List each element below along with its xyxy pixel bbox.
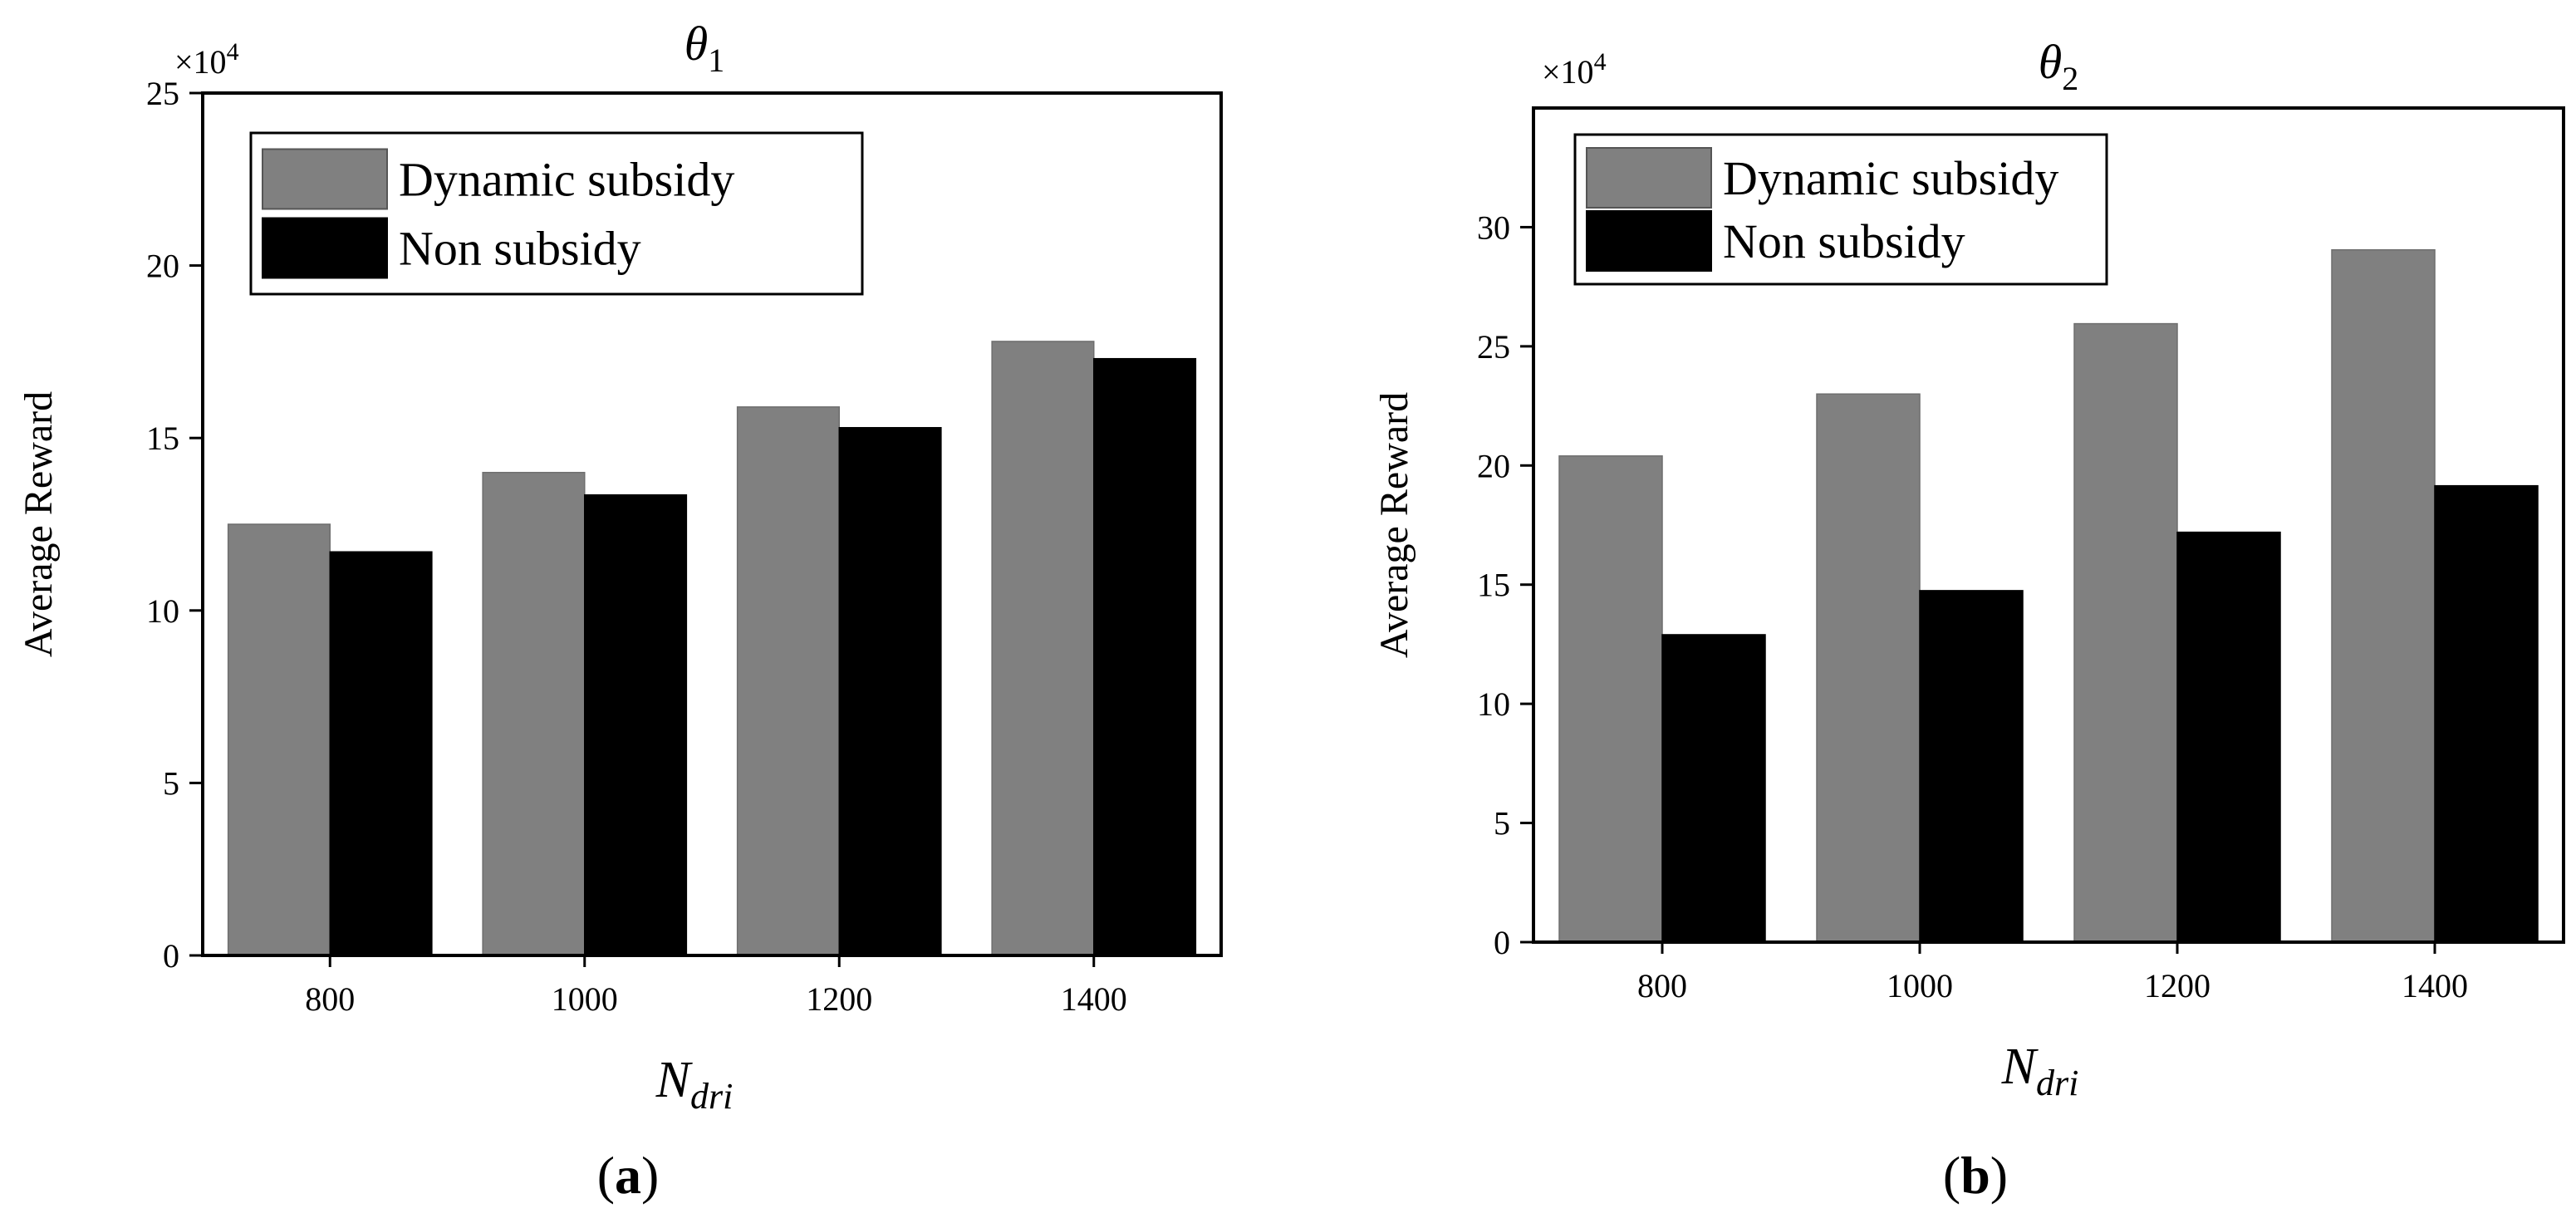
y-tick-label: 0 (1494, 924, 1510, 961)
chart-title-a: θ1 (684, 17, 725, 79)
y-ticks-a: 0 5 10 15 20 25 (146, 75, 203, 975)
bar-non-800 (1661, 634, 1766, 943)
bar-non-1000 (1919, 590, 2024, 943)
y-tick-label: 10 (146, 592, 179, 630)
y-tick-label: 25 (146, 75, 179, 112)
y-axis-label-a: Average Reward (17, 391, 61, 657)
chart-title-b: θ2 (2039, 35, 2079, 97)
y-tick-label: 25 (1477, 328, 1510, 366)
x-tick-label: 1000 (1887, 967, 1953, 1004)
x-tick-label: 800 (1637, 967, 1687, 1004)
legend-b: Dynamic subsidy Non subsidy (1573, 133, 2108, 286)
x-axis-label-b: Ndri (2001, 1039, 2079, 1103)
bar-dynamic-800 (1558, 455, 1663, 943)
legend-label-dynamic-b: Dynamic subsidy (1723, 151, 2058, 205)
panel-label-b: (b) (1943, 1146, 2008, 1205)
x-ticks-b: 800 1000 1200 1400 (1637, 942, 2468, 1004)
legend-swatch-dynamic-a (262, 148, 388, 210)
bar-non-1400 (1093, 357, 1197, 956)
chart-panel-a: 0 5 10 15 20 25 800 1000 1200 1400 ×104 θ1 Avera… (17, 17, 1223, 1205)
x-tick-label: 1400 (1061, 980, 1127, 1018)
bars-b (1558, 248, 2539, 943)
x-axis-label-a: Ndri (655, 1052, 734, 1117)
y-tick-label: 5 (163, 764, 179, 802)
bar-non-1400 (2434, 484, 2539, 943)
y-axis-label-b: Average Reward (1372, 392, 1416, 658)
legend-label-non-b: Non subsidy (1723, 214, 1965, 268)
exponent-label-b: ×104 (1542, 48, 1607, 91)
panel-label-a: (a) (597, 1146, 660, 1205)
legend-swatch-dynamic-b (1586, 147, 1712, 209)
legend-swatch-non-b (1586, 210, 1712, 272)
bar-non-1200 (838, 426, 942, 956)
x-tick-label: 1400 (2402, 967, 2468, 1004)
bar-dynamic-1000 (1816, 393, 1921, 943)
bar-dynamic-1200 (2073, 322, 2178, 943)
exponent-label-a: ×104 (174, 38, 239, 81)
plot-frame-b (1532, 106, 2565, 944)
y-tick-label: 15 (1477, 567, 1510, 604)
legend-swatch-non-a (262, 217, 388, 279)
bar-dynamic-1000 (482, 471, 586, 956)
y-tick-label: 30 (1477, 209, 1510, 246)
legend-label-dynamic-a: Dynamic subsidy (399, 153, 734, 207)
legend-label-non-a: Non subsidy (399, 222, 641, 276)
y-tick-label: 15 (146, 420, 179, 457)
bar-dynamic-1400 (991, 341, 1095, 956)
bar-dynamic-1400 (2331, 248, 2436, 943)
bar-non-800 (329, 551, 433, 956)
plot-frame-a (201, 91, 1223, 957)
bar-dynamic-800 (227, 523, 331, 956)
bar-dynamic-1200 (736, 406, 841, 956)
y-tick-label: 20 (146, 248, 179, 285)
x-tick-label: 800 (305, 980, 355, 1018)
y-tick-label: 10 (1477, 685, 1510, 723)
y-ticks-b: 0 5 10 15 20 25 30 (1477, 209, 1533, 961)
y-tick-label: 0 (163, 937, 179, 975)
y-tick-label: 5 (1494, 805, 1510, 842)
bar-non-1000 (584, 494, 688, 956)
legend-a: Dynamic subsidy Non subsidy (249, 131, 864, 296)
y-tick-label: 20 (1477, 447, 1510, 484)
bars-a (227, 341, 1197, 956)
x-tick-label: 1200 (2144, 967, 2210, 1004)
x-tick-label: 1200 (806, 980, 872, 1018)
x-tick-label: 1000 (552, 980, 618, 1018)
bar-non-1200 (2176, 531, 2281, 943)
x-ticks-a: 800 1000 1200 1400 (305, 955, 1127, 1018)
chart-panel-b: 0 5 10 15 20 25 30 800 1000 1200 1400 ×104 θ2 Ave… (1372, 35, 2565, 1205)
